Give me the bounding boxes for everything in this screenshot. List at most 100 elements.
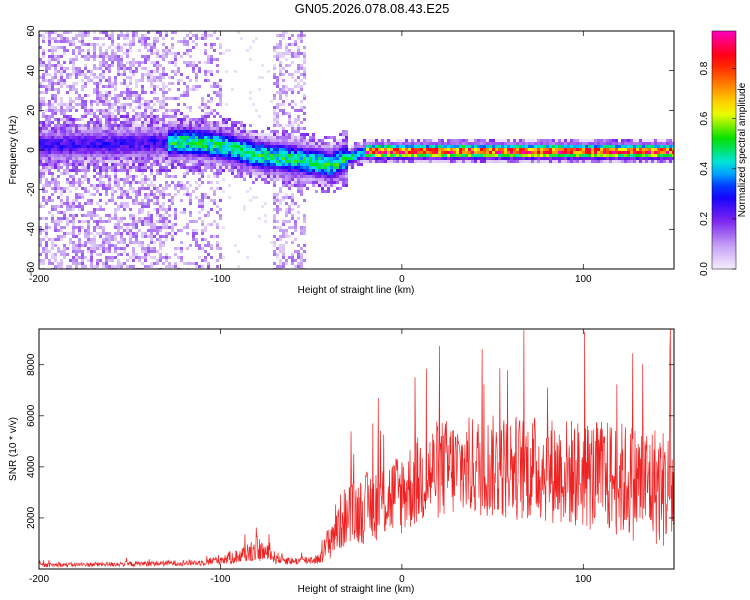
spectrogram-cell: [285, 112, 288, 115]
spectrogram-cell: [45, 115, 48, 118]
spectrogram-cell: [90, 232, 93, 235]
spectrogram-cell: [39, 133, 42, 136]
spectrogram-cell: [138, 61, 141, 64]
spectrogram-cell: [213, 130, 216, 133]
spectrogram-cell: [198, 184, 201, 187]
spectrogram-cell: [516, 139, 519, 142]
spectrogram-cell: [87, 241, 90, 244]
spectrogram-cell: [51, 133, 54, 136]
spectrogram-cell: [216, 163, 219, 166]
spectrogram-cell: [135, 70, 138, 73]
spectrogram-cell: [72, 169, 75, 172]
spectrogram-cell: [63, 202, 66, 205]
spectrogram-cell: [183, 103, 186, 106]
spectrogram-cell: [276, 142, 279, 145]
spectrogram-cell: [300, 184, 303, 187]
spectrogram-cell: [126, 163, 129, 166]
spectrogram-cell: [219, 166, 222, 169]
spectrogram-cell: [438, 160, 441, 163]
spectrogram-cell: [126, 112, 129, 115]
colorbar-tick-label: 0.0: [699, 262, 710, 276]
spectrogram-cell: [135, 175, 138, 178]
spectrogram-cell: [186, 118, 189, 121]
spectrogram-cell: [162, 166, 165, 169]
spectrogram-cell: [249, 187, 252, 190]
spectrogram-cell: [399, 148, 402, 151]
spectrogram-cell: [156, 160, 159, 163]
spectrogram-cell: [84, 58, 87, 61]
spectrogram-cell: [42, 55, 45, 58]
spectrogram-cell: [312, 160, 315, 163]
spectrogram-cell: [108, 136, 111, 139]
spectrogram-cell: [165, 148, 168, 151]
spectrogram-cell: [312, 136, 315, 139]
spectrogram-cell: [120, 139, 123, 142]
spectrogram-cell: [276, 166, 279, 169]
spectrogram-cell: [114, 265, 117, 268]
spectrogram-cell: [297, 265, 300, 268]
spectrogram-cell: [123, 181, 126, 184]
spectrogram-cell: [390, 160, 393, 163]
spectrogram-cell: [135, 199, 138, 202]
spectrogram-cell: [195, 130, 198, 133]
spectrogram-cell: [132, 127, 135, 130]
spectrogram-cell: [156, 121, 159, 124]
spectrogram-cell: [132, 91, 135, 94]
spectrogram-cell: [105, 184, 108, 187]
spectrogram-cell: [105, 151, 108, 154]
spectrogram-cell: [669, 151, 672, 154]
spectrogram-cell: [207, 241, 210, 244]
spectrogram-cell: [120, 265, 123, 268]
spectrogram-cell: [201, 154, 204, 157]
spectrogram-cell: [177, 52, 180, 55]
spectrogram-cell: [669, 145, 672, 148]
spectrogram-cell: [186, 85, 189, 88]
spectrogram-cell: [300, 190, 303, 193]
spectrogram-cell: [87, 157, 90, 160]
spectrogram-cell: [489, 142, 492, 145]
spectrogram-cell: [183, 40, 186, 43]
spectrogram-cell: [648, 142, 651, 145]
spectrogram-cell: [78, 118, 81, 121]
spectrogram-cell: [228, 142, 231, 145]
spectrogram-cell: [93, 151, 96, 154]
spectrogram-cell: [279, 136, 282, 139]
spectrogram-cell: [162, 73, 165, 76]
spectrogram-cell: [228, 148, 231, 151]
spectrogram-cell: [66, 148, 69, 151]
spectrogram-cell: [90, 70, 93, 73]
spectrogram-cell: [489, 151, 492, 154]
spectrogram-cell: [39, 121, 42, 124]
spectrogram-cell: [105, 31, 108, 34]
spectrogram-cell: [45, 151, 48, 154]
spectrogram-cell: [114, 184, 117, 187]
spectrogram-cell: [42, 175, 45, 178]
spectrogram-cell: [165, 34, 168, 37]
spectrogram-cell: [150, 151, 153, 154]
spectrogram-cell: [411, 154, 414, 157]
spectrogram-cell: [309, 136, 312, 139]
spectrogram-cell: [210, 139, 213, 142]
spectrogram-cell: [267, 145, 270, 148]
spectrogram-cell: [642, 148, 645, 151]
spectrogram-cell: [177, 109, 180, 112]
spectrogram-cell: [264, 151, 267, 154]
spectrogram-cell: [48, 211, 51, 214]
spectrogram-cell: [231, 142, 234, 145]
spectrogram-cell: [300, 85, 303, 88]
spectrogram-cell: [162, 121, 165, 124]
spectrogram-cell: [141, 163, 144, 166]
spectrogram-cell: [60, 76, 63, 79]
spectrogram-cell: [93, 88, 96, 91]
spectrogram-cell: [39, 262, 42, 265]
spectrogram-cell: [498, 142, 501, 145]
spectrogram-cell: [285, 166, 288, 169]
spectrogram-cell: [87, 145, 90, 148]
spectrogram-cell: [477, 154, 480, 157]
spectrogram-cell: [108, 247, 111, 250]
spectrogram-cell: [486, 142, 489, 145]
spectrogram-cell: [207, 223, 210, 226]
spectrogram-cell: [75, 265, 78, 268]
spectrogram-cell: [297, 184, 300, 187]
spectrogram-cell: [450, 145, 453, 148]
